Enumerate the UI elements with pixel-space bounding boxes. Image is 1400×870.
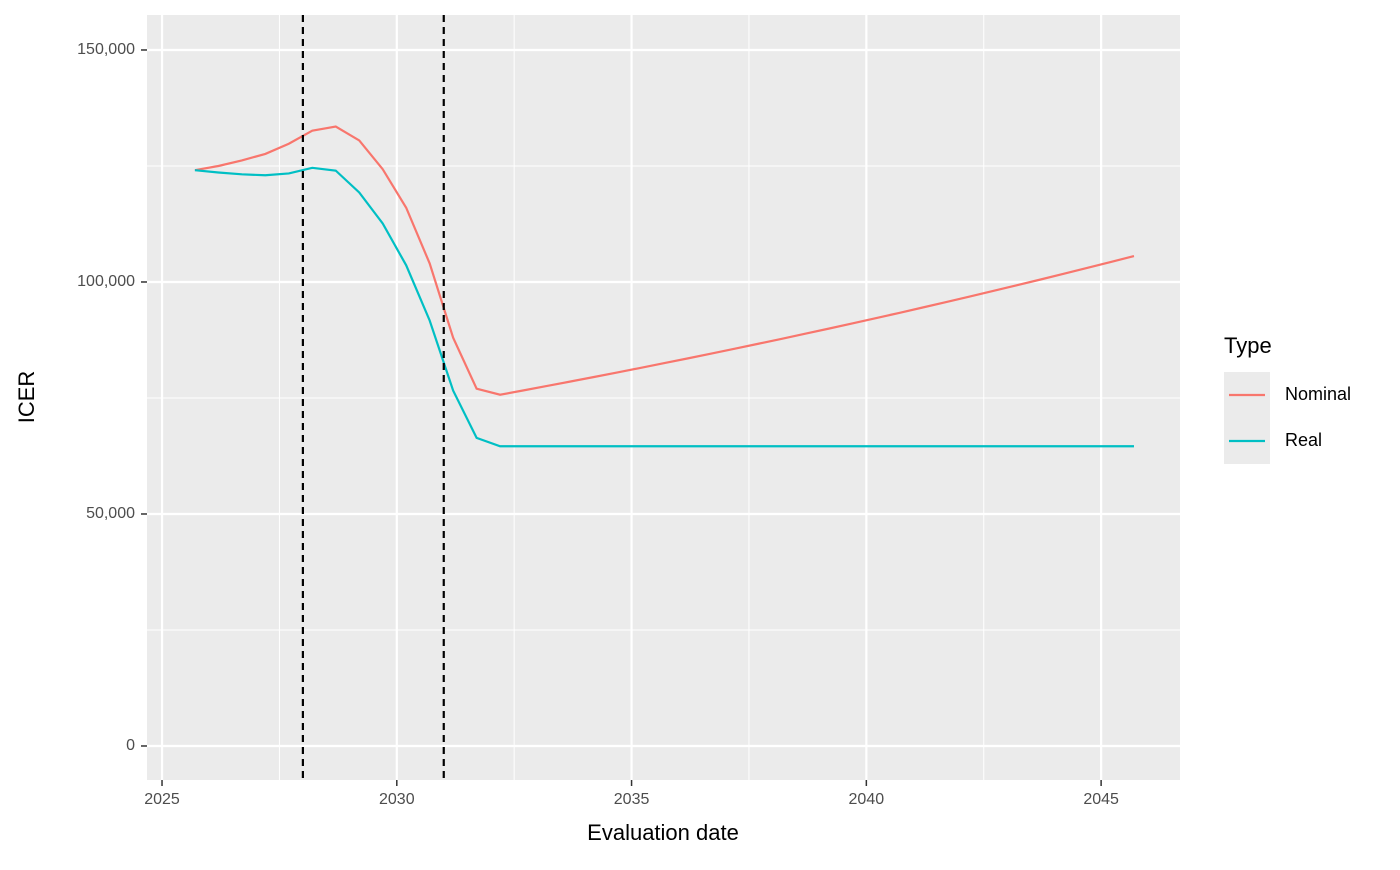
y-tick-label: 0 bbox=[126, 737, 135, 754]
line bbox=[194, 166, 1134, 448]
x-tick-label: 2030 bbox=[379, 791, 415, 808]
y-tick-label: 150,000 bbox=[77, 41, 135, 58]
grid bbox=[147, 15, 1180, 780]
y-tick-label: 50,000 bbox=[86, 505, 135, 522]
y-tick-label: 100,000 bbox=[77, 273, 135, 290]
legend-label: Real bbox=[1285, 430, 1322, 450]
x-tick-label: 2040 bbox=[849, 791, 885, 808]
line bbox=[194, 125, 1135, 396]
x-tick-label: 2035 bbox=[614, 791, 650, 808]
x-axis-title: Evaluation date bbox=[587, 820, 739, 845]
legend-title: Type bbox=[1224, 333, 1272, 358]
legend-keys-bg bbox=[1224, 372, 1270, 464]
y-axis-title: ICER bbox=[14, 371, 39, 424]
marks bbox=[194, 15, 1135, 780]
x-tick-label: 2025 bbox=[144, 791, 180, 808]
legend-label: Nominal bbox=[1285, 384, 1351, 404]
x-tick-label: 2045 bbox=[1083, 791, 1119, 808]
